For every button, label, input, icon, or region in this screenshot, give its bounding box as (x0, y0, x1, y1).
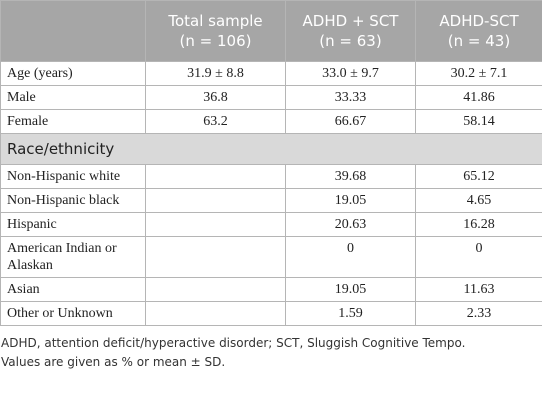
section-title: Race/ethnicity (0, 133, 542, 165)
section-row: Race/ethnicity (0, 133, 542, 165)
row-label: American Indian or Alaskan (0, 236, 146, 278)
value-cell: 39.68 (285, 164, 416, 189)
corner-cell (0, 0, 146, 62)
value-cell (145, 277, 286, 302)
value-cell: 36.8 (145, 85, 286, 110)
row-label: Female (0, 109, 146, 134)
table-row: Hispanic 20.63 16.28 (0, 212, 542, 237)
table-row: Asian 19.05 11.63 (0, 277, 542, 302)
column-n: (n = 63) (319, 32, 382, 50)
table-row: Age (years) 31.9 ± 8.8 33.0 ± 9.7 30.2 ± 7.… (0, 61, 542, 86)
value-cell: 20.63 (285, 212, 416, 237)
column-header: ADHD-SCT (n = 43) (415, 0, 542, 62)
row-label: Hispanic (0, 212, 146, 237)
value-cell: 11.63 (415, 277, 542, 302)
column-title: Total sample (168, 12, 263, 30)
table-body: Age (years) 31.9 ± 8.8 33.0 ± 9.7 30.2 ± 7.… (0, 61, 542, 326)
column-title: ADHD-SCT (439, 12, 519, 30)
table-row: Female 63.2 66.67 58.14 (0, 109, 542, 134)
value-cell: 33.33 (285, 85, 416, 110)
row-label: Age (years) (0, 61, 146, 86)
column-title: ADHD + SCT (302, 12, 399, 30)
value-cell: 63.2 (145, 109, 286, 134)
footnote-line: Values are given as % or mean ± SD. (1, 355, 226, 369)
table-row: Other or Unknown 1.59 2.33 (0, 301, 542, 326)
data-table: Total sample (n = 106) ADHD + SCT (n = 63) A… (0, 0, 542, 326)
value-cell: 33.0 ± 9.7 (285, 61, 416, 86)
row-label: Asian (0, 277, 146, 302)
value-cell: 31.9 ± 8.8 (145, 61, 286, 86)
value-cell (145, 164, 286, 189)
table-row: Male 36.8 33.33 41.86 (0, 85, 542, 110)
value-cell: 4.65 (415, 188, 542, 213)
header-row: Total sample (n = 106) ADHD + SCT (n = 63) A… (0, 0, 542, 62)
value-cell: 1.59 (285, 301, 416, 326)
value-cell: 30.2 ± 7.1 (415, 61, 542, 86)
column-header: ADHD + SCT (n = 63) (285, 0, 416, 62)
value-cell (145, 236, 286, 278)
value-cell: 65.12 (415, 164, 542, 189)
table-row: Non-Hispanic white 39.68 65.12 (0, 164, 542, 189)
value-cell: 58.14 (415, 109, 542, 134)
column-n: (n = 43) (447, 32, 511, 50)
value-cell (145, 212, 286, 237)
table-row: American Indian or Alaskan 0 0 (0, 236, 542, 278)
column-header: Total sample (n = 106) (145, 0, 286, 62)
value-cell: 19.05 (285, 188, 416, 213)
table-row: Non-Hispanic black 19.05 4.65 (0, 188, 542, 213)
row-label: Non-Hispanic black (0, 188, 146, 213)
footnote-line: ADHD, attention deficit/hyperactive diso… (1, 336, 466, 350)
footnote: ADHD, attention deficit/hyperactive diso… (0, 326, 542, 372)
value-cell (145, 301, 286, 326)
value-cell: 16.28 (415, 212, 542, 237)
row-label: Male (0, 85, 146, 110)
value-cell: 41.86 (415, 85, 542, 110)
column-n: (n = 106) (179, 32, 252, 50)
value-cell: 0 (415, 236, 542, 278)
value-cell (145, 188, 286, 213)
value-cell: 66.67 (285, 109, 416, 134)
value-cell: 19.05 (285, 277, 416, 302)
row-label: Other or Unknown (0, 301, 146, 326)
row-label: Non-Hispanic white (0, 164, 146, 189)
value-cell: 0 (285, 236, 416, 278)
value-cell: 2.33 (415, 301, 542, 326)
